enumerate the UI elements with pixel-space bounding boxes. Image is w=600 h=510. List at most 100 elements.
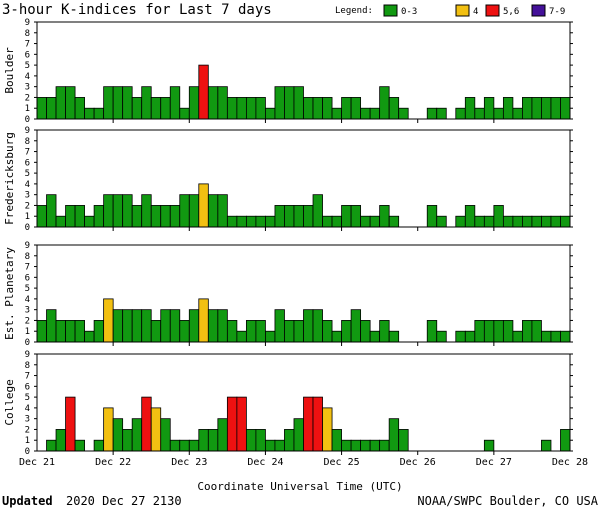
panel-frame: [36, 244, 571, 343]
x-tick-label: Dec 26: [400, 457, 436, 468]
bar: [341, 320, 352, 343]
bar: [541, 330, 552, 343]
bar: [93, 320, 105, 343]
y-tick-label: 8: [25, 361, 30, 371]
bar: [312, 309, 323, 343]
bar: [131, 97, 143, 120]
bar: [188, 194, 200, 228]
bar: [550, 215, 561, 228]
bar: [198, 298, 209, 343]
x-tick-label: Dec 22: [95, 457, 131, 468]
y-tick-label: 4: [25, 295, 30, 305]
bar: [464, 97, 476, 120]
x-tick-label: Dec 23: [171, 457, 207, 468]
y-tick-label: 3: [25, 415, 30, 425]
bar: [464, 330, 476, 343]
bar: [360, 215, 371, 228]
y-tick-label: 5: [25, 169, 30, 179]
bar: [322, 407, 333, 452]
y-tick-label: 9: [25, 241, 30, 251]
y-tick-label: 0: [25, 223, 30, 233]
bar: [207, 309, 219, 343]
bar: [265, 107, 276, 120]
bar: [436, 215, 447, 228]
bar: [274, 205, 285, 228]
x-tick-label: Dec 27: [476, 457, 512, 468]
bar: [360, 320, 371, 343]
bar: [103, 298, 114, 343]
y-tick-label: 1: [25, 104, 30, 114]
bar: [541, 215, 552, 228]
y-tick-label: 9: [25, 126, 30, 136]
bar: [455, 107, 466, 120]
bar: [312, 97, 323, 120]
y-tick-label: 3: [25, 83, 30, 93]
bar: [331, 429, 342, 452]
bar: [293, 205, 304, 228]
bar: [350, 205, 362, 228]
panel-frame: [36, 21, 571, 120]
bar: [474, 320, 485, 343]
y-tick-label: 6: [25, 382, 30, 392]
bar: [112, 418, 124, 452]
bar: [217, 86, 228, 120]
bar: [512, 215, 523, 228]
bar: [560, 97, 571, 120]
bar: [531, 215, 542, 228]
bar: [255, 320, 266, 343]
bar: [303, 205, 314, 228]
bar: [179, 107, 190, 120]
bar: [236, 396, 247, 452]
bar: [274, 86, 285, 120]
y-tick-label: 8: [25, 137, 30, 147]
bar: [483, 439, 495, 452]
y-tick-label: 0: [25, 447, 30, 457]
bar: [236, 215, 247, 228]
bar: [207, 86, 219, 120]
bar: [493, 107, 504, 120]
bar: [103, 86, 114, 120]
y-tick-label: 8: [25, 29, 30, 39]
bar: [93, 107, 105, 120]
legend-swatch-2: [485, 4, 500, 17]
bar: [483, 320, 495, 343]
bar: [303, 309, 314, 343]
bar: [74, 439, 85, 452]
bar: [379, 439, 390, 452]
bar: [179, 320, 190, 343]
bar: [274, 439, 285, 452]
y-tick-label: 1: [25, 212, 30, 222]
bar: [284, 86, 295, 120]
bar: [560, 429, 571, 452]
panel-frame: [36, 129, 571, 228]
bar: [217, 309, 228, 343]
bar: [74, 205, 85, 228]
y-tick-label: 1: [25, 436, 30, 446]
bar: [46, 309, 57, 343]
panel-label: Est. Planetary: [3, 247, 16, 340]
y-tick-label: 2: [25, 93, 30, 103]
panel-label: Fredericksburg: [3, 132, 16, 225]
y-tick-label: 7: [25, 148, 30, 158]
bar: [312, 396, 323, 452]
bar: [65, 320, 76, 343]
bar: [474, 215, 485, 228]
bar: [198, 429, 209, 452]
bar: [141, 309, 152, 343]
bar: [502, 320, 514, 343]
bar: [398, 429, 409, 452]
bar: [388, 215, 400, 228]
y-tick-label: 6: [25, 50, 30, 60]
bar: [131, 309, 143, 343]
bar: [74, 320, 85, 343]
bar: [84, 330, 95, 343]
x-axis-label: Coordinate Universal Time (UTC): [197, 480, 402, 493]
bar: [436, 330, 447, 343]
bar: [350, 439, 362, 452]
bar: [55, 429, 66, 452]
bar: [36, 205, 47, 228]
chart-title: 3-hour K-indices for Last 7 days: [2, 2, 272, 18]
y-tick-label: 5: [25, 393, 30, 403]
bar: [141, 86, 152, 120]
